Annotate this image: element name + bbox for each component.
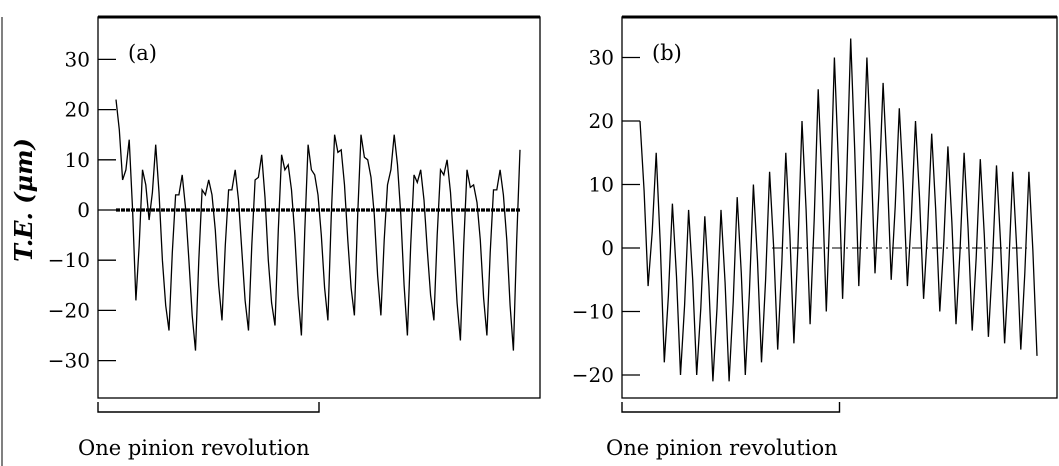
y-axis-label: T.E. (μm)	[9, 138, 38, 262]
panel-label: (b)	[652, 41, 682, 65]
y-tick-label: 20	[65, 98, 90, 122]
y-tick-label: −10	[572, 300, 614, 324]
y-tick-label: 30	[65, 47, 90, 71]
y-tick-label: 0	[601, 236, 614, 260]
y-tick-label: 20	[589, 109, 614, 133]
y-tick-label: 0	[77, 198, 90, 222]
panel-a: 30 20 10 0 −10 −20 −30 (a) One pinion revolution	[48, 15, 541, 460]
y-tick-label: 10	[65, 148, 90, 172]
revolution-bracket	[97, 402, 320, 413]
y-tick-label: −30	[48, 349, 90, 373]
revolution-label: One pinion revolution	[78, 436, 310, 460]
y-tick-label: 30	[589, 46, 614, 70]
y-tick-label: −20	[572, 363, 614, 387]
y-tick-label: −10	[48, 248, 90, 272]
signal-line	[639, 38, 1038, 382]
revolution-bracket	[621, 402, 841, 413]
revolution-label: One pinion revolution	[606, 436, 838, 460]
panel-b: 30 20 10 0 −10 −20 (b) One pinion revolution	[572, 15, 1058, 460]
panel-label: (a)	[128, 41, 157, 65]
signal-line	[115, 99, 521, 351]
y-tick-label: −20	[48, 298, 90, 322]
y-tick-label: 10	[589, 173, 614, 197]
